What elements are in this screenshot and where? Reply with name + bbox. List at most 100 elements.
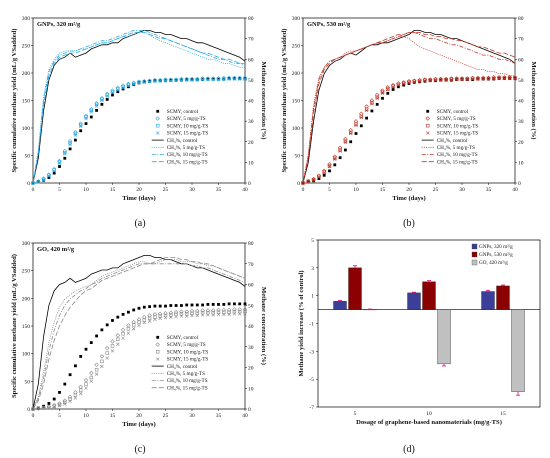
data-point — [116, 337, 120, 341]
data-point — [375, 96, 379, 101]
data-point — [78, 384, 83, 390]
data-point — [401, 81, 406, 85]
data-point — [58, 391, 61, 394]
data-point — [79, 388, 83, 392]
data-point — [121, 312, 125, 316]
data-point — [233, 302, 236, 306]
legend-swatch — [156, 109, 160, 113]
series-line — [32, 255, 246, 410]
x-tick-label: 10 — [426, 411, 432, 417]
series-5 — [302, 36, 515, 184]
data-point — [222, 303, 226, 306]
x-tick-label: 10 — [353, 187, 359, 193]
data-point — [396, 82, 401, 87]
data-point — [460, 77, 464, 82]
data-point — [157, 311, 163, 317]
data-point — [89, 370, 94, 376]
data-point — [153, 315, 157, 319]
line-chart-1: 0 5 10 15 20 25 30 35 40050100150200250300010203… — [281, 16, 537, 202]
series-6 — [32, 263, 246, 410]
data-point — [47, 402, 51, 405]
data-point — [465, 77, 470, 81]
y-tick-label: 300 — [22, 241, 31, 247]
data-point — [227, 77, 231, 80]
data-point — [195, 311, 199, 315]
data-point — [507, 76, 512, 80]
series-3 — [31, 312, 247, 411]
series-7 — [32, 257, 246, 410]
data-point — [380, 88, 385, 93]
data-point — [333, 163, 337, 167]
data-point — [486, 76, 491, 81]
legend-swatch — [155, 342, 160, 347]
data-point — [428, 78, 432, 82]
y2-tick-label: 20 — [248, 140, 254, 146]
legend-label: SCMY, 10 mg/g-TS — [167, 349, 209, 355]
series-line — [32, 32, 245, 184]
series-2 — [31, 309, 247, 411]
legend-swatch — [426, 131, 430, 135]
y-tick-label: 100 — [292, 126, 301, 132]
data-point — [338, 156, 342, 160]
data-point — [243, 76, 247, 81]
x-tick-label: 35 — [216, 413, 222, 419]
legend-label: CH₄%, 5 mg/g-TS — [167, 145, 205, 151]
data-point — [349, 140, 353, 144]
data-point — [41, 406, 46, 410]
data-point — [79, 355, 83, 358]
data-point — [179, 314, 184, 318]
data-point — [63, 382, 67, 386]
data-point — [374, 92, 380, 98]
panel-label-b: (b) — [403, 218, 415, 229]
y-tick-label: 300 — [22, 16, 31, 22]
data-point — [222, 310, 226, 314]
series-0 — [31, 77, 247, 185]
legend-swatch — [156, 335, 160, 339]
data-point — [200, 77, 205, 82]
series-1 — [30, 307, 248, 412]
data-point — [153, 79, 157, 83]
data-point — [226, 307, 232, 313]
y-tick-label: 0 — [27, 407, 30, 413]
data-point — [174, 304, 178, 307]
data-point — [137, 306, 141, 310]
y-tick-label: 1 — [311, 294, 314, 300]
data-point — [137, 320, 141, 324]
data-point — [74, 138, 77, 142]
y-tick-label: 100 — [22, 126, 31, 132]
data-point — [507, 76, 512, 81]
x-tick-label: 10 — [83, 187, 89, 193]
data-point — [370, 102, 374, 106]
y2-tick-label: 50 — [248, 303, 254, 309]
data-point — [94, 104, 99, 108]
data-point — [63, 152, 67, 156]
x-tick-label: 35 — [486, 187, 492, 193]
y-tick-label: 3 — [311, 266, 314, 272]
data-point — [153, 79, 157, 83]
data-point — [470, 77, 475, 81]
data-point — [79, 129, 83, 133]
data-point — [190, 313, 194, 318]
data-point — [386, 87, 390, 92]
legend-label: CH₄%, 10 mg/g-TS — [167, 378, 208, 384]
data-point — [169, 78, 173, 82]
data-point — [332, 154, 338, 159]
data-point — [513, 76, 517, 80]
y2-tick-label: 60 — [518, 57, 524, 63]
data-point — [67, 394, 73, 400]
x-axis-label: Time (days) — [392, 195, 425, 202]
data-point — [184, 78, 189, 82]
data-point — [94, 362, 99, 367]
y2-tick-label: 40 — [248, 99, 254, 105]
series-line — [32, 32, 245, 184]
data-point — [417, 79, 422, 83]
data-point — [147, 80, 152, 84]
series-line — [32, 30, 246, 184]
data-point — [116, 315, 120, 319]
y-tick-label: 50 — [25, 379, 31, 385]
legend-swatch — [471, 259, 478, 266]
data-point — [137, 80, 141, 85]
data-point — [190, 77, 194, 82]
y2-tick-label: 0 — [248, 181, 251, 187]
data-point — [174, 78, 178, 82]
